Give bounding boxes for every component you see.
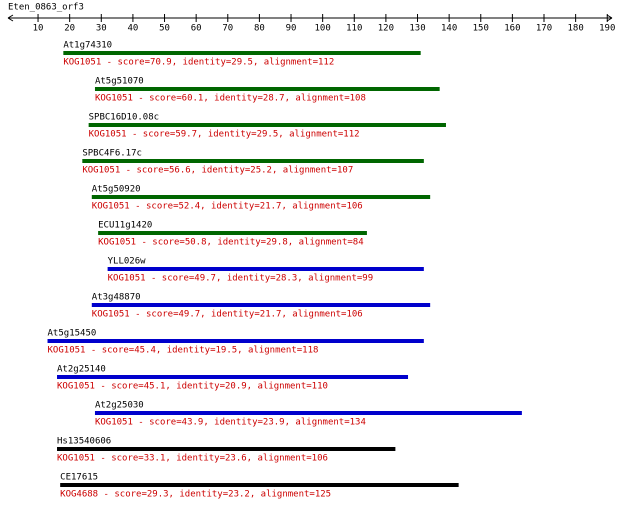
hit-name: At2g25140 [57,365,106,375]
hit-description: KOG1051 - score=49.7, identity=28.3, ali… [108,274,374,284]
alignment-bar [47,339,424,343]
hit-name: At5g50920 [92,185,141,195]
hit-description: KOG1051 - score=49.7, identity=21.7, ali… [92,310,363,320]
hit-name: At5g15450 [48,329,97,339]
x-tick-label: 100 [315,24,331,34]
x-tick-label: 160 [504,24,520,34]
alignment-bar [91,303,431,307]
alignment-bar [91,195,431,199]
axis-arrow [606,14,613,22]
alignment-bar [94,87,440,91]
hit-name: At3g48870 [92,293,141,303]
x-tick-label: 80 [254,24,265,34]
hit-name: CE17615 [60,473,98,483]
hit-description: KOG1051 - score=45.4, identity=19.5, ali… [48,346,319,356]
x-tick-label: 40 [127,24,138,34]
hit-description: KOG4688 - score=29.3, identity=23.2, ali… [60,490,331,500]
x-tick-label: 50 [159,24,170,34]
alignment-bar [82,159,424,163]
hit-name: At2g25030 [95,401,144,411]
hit-name: SPBC4F6.17c [82,149,142,159]
x-tick-label: 70 [222,24,233,34]
x-tick-label: 170 [536,24,552,34]
alignment-bar [88,123,446,127]
chart-title: Eten_0863_orf3 [8,3,84,13]
x-tick-label: 60 [191,24,202,34]
hit-description: KOG1051 - score=50.8, identity=29.8, ali… [98,238,364,248]
alignment-bar [98,231,367,235]
hit-description: KOG1051 - score=59.7, identity=29.5, ali… [89,130,360,140]
hit-name: YLL026w [108,257,147,267]
hit-description: KOG1051 - score=52.4, identity=21.7, ali… [92,202,363,212]
x-tick-label: 120 [378,24,394,34]
alignment-bar [57,375,409,379]
hit-description: KOG1051 - score=70.9, identity=29.5, ali… [63,58,334,68]
alignment-bar [107,267,424,271]
hit-name: Hs13540606 [57,437,111,447]
x-tick-label: 140 [441,24,457,34]
x-tick-label: 10 [33,24,44,34]
x-tick-label: 30 [96,24,107,34]
x-tick-label: 130 [409,24,425,34]
alignment-bar [60,483,459,487]
x-tick-label: 150 [473,24,489,34]
hit-description: KOG1051 - score=33.1, identity=23.6, ali… [57,454,328,464]
x-tick-label: 110 [346,24,362,34]
x-tick-label: 190 [599,24,615,34]
hit-description: KOG1051 - score=60.1, identity=28.7, ali… [95,94,366,104]
hit-name: At1g74310 [63,41,112,51]
axis-arrow [7,14,14,22]
alignment-bar [57,447,396,451]
hit-description: KOG1051 - score=56.6, identity=25.2, ali… [82,166,353,176]
alignment-bar [94,411,522,415]
x-tick-label: 90 [286,24,297,34]
hit-name: SPBC16D10.08c [89,113,159,123]
alignment-bar [63,51,421,55]
hit-description: KOG1051 - score=43.9, identity=23.9, ali… [95,418,366,428]
hit-name: ECU11g1420 [98,221,152,231]
hit-description: KOG1051 - score=45.1, identity=20.9, ali… [57,382,328,392]
x-tick-label: 180 [568,24,584,34]
hit-name: At5g51070 [95,77,144,87]
x-tick-label: 20 [64,24,75,34]
